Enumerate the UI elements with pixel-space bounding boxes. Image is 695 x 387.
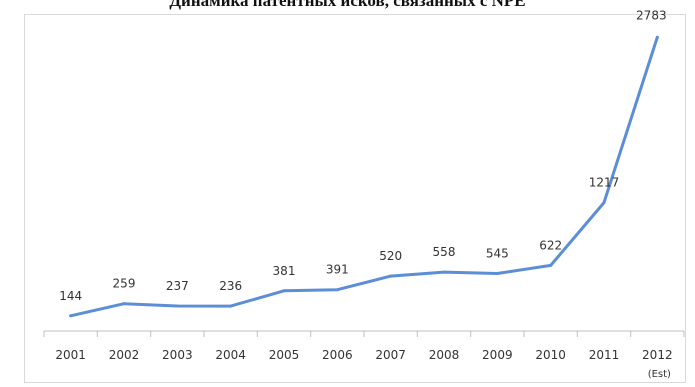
data-point-2009 — [495, 271, 499, 275]
data-point-2011 — [602, 201, 606, 205]
data-label-2011: 1217 — [589, 176, 620, 190]
x-tick-label-2010: 2010 — [535, 348, 566, 362]
data-point-2002 — [122, 302, 126, 306]
data-label-2002: 259 — [113, 277, 136, 291]
x-tick-label-2012: 2012 — [642, 348, 673, 362]
data-labels: 144 259 237 236 381 391 520 558 545 622 1217 2783 — [59, 8, 666, 302]
data-point-2005 — [282, 289, 286, 293]
data-label-2008: 558 — [433, 245, 456, 259]
x-tick-label-2005: 2005 — [269, 348, 300, 362]
data-label-2006: 391 — [326, 263, 349, 277]
chart-frame — [24, 14, 686, 383]
x-tick-label-2006: 2006 — [322, 348, 353, 362]
x-tick-label-2002: 2002 — [109, 348, 140, 362]
series-layer — [69, 35, 659, 318]
x-tick-label-2003: 2003 — [162, 348, 193, 362]
data-point-2008 — [442, 270, 446, 274]
chart-title: Динамика патентных исков, связанных с NP… — [169, 0, 526, 10]
data-point-2007 — [389, 274, 393, 278]
x-tick-label-2001: 2001 — [55, 348, 86, 362]
data-label-2004: 236 — [219, 279, 242, 293]
x-axis: 2001 2002 2003 2004 2005 2006 2007 2008 2009 2010… — [43, 330, 685, 380]
data-label-2010: 622 — [539, 238, 562, 252]
data-point-2012 — [655, 35, 659, 39]
data-point-2010 — [549, 263, 553, 267]
data-label-2009: 545 — [486, 246, 509, 260]
x-tick-label-2009: 2009 — [482, 348, 513, 362]
data-label-2012: 2783 — [636, 8, 667, 22]
x-tick-label-2011: 2011 — [589, 348, 620, 362]
data-point-2006 — [335, 288, 339, 292]
data-label-2007: 520 — [379, 249, 402, 263]
data-label-2005: 381 — [273, 264, 296, 278]
x-tick-sublabel-2012: (Est) — [648, 369, 671, 380]
x-tick-label-2004: 2004 — [215, 348, 246, 362]
data-point-2001 — [69, 314, 73, 318]
data-point-2004 — [229, 304, 233, 308]
data-label-2001: 144 — [59, 289, 82, 303]
x-tick-label-2007: 2007 — [375, 348, 406, 362]
data-point-2003 — [175, 304, 179, 308]
data-label-2003: 237 — [166, 279, 189, 293]
series-line — [69, 35, 659, 318]
x-tick-label-2008: 2008 — [429, 348, 460, 362]
